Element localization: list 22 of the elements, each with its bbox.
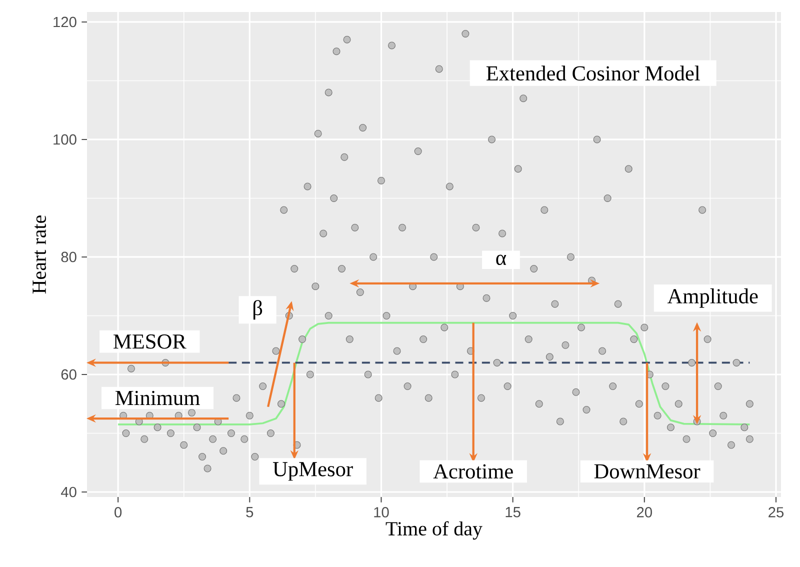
annotation: Minimum <box>115 390 200 406</box>
y-tick-label: 60 <box>61 369 76 380</box>
annotation: α <box>496 254 506 266</box>
x-tick-label: 25 <box>768 507 784 518</box>
annotation: Acrotime <box>433 464 513 479</box>
annotation: β <box>254 300 262 320</box>
y-tick-label: 120 <box>54 16 76 28</box>
x-tick-label: 0 <box>114 507 122 518</box>
annotation: Amplitude <box>667 288 758 308</box>
x-tick-label: 20 <box>636 507 652 518</box>
y-tick-label: 40 <box>60 486 76 498</box>
x-tick-label: 15 <box>506 507 520 518</box>
x-tick-label: 5 <box>246 507 254 518</box>
annotation: UpMesor <box>272 462 353 481</box>
y-tick-label: 80 <box>61 252 76 262</box>
y-axis-title: Heart rate <box>32 216 46 294</box>
annotation: DownMesor <box>594 464 700 479</box>
text: Extended Cosinor Model <box>486 66 700 81</box>
annotation: MESOR <box>114 334 186 349</box>
x-tick-label: 10 <box>374 507 389 518</box>
y-tick-label: 100 <box>54 134 76 145</box>
x-axis-title: Time of day <box>386 521 482 540</box>
